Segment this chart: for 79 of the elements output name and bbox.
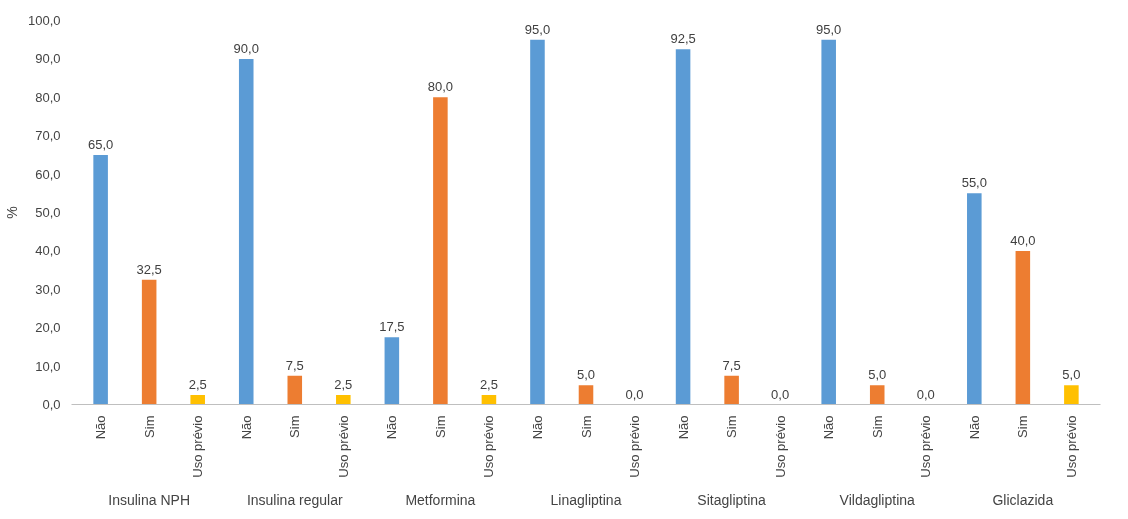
x-tick-label: Não <box>384 415 400 440</box>
x-tick-label: Sim <box>432 415 448 438</box>
bar <box>481 394 497 405</box>
data-label: 92,5 <box>670 31 696 47</box>
x-tick-label: Sim <box>141 415 157 438</box>
y-tick-label: 20,0 <box>35 320 61 336</box>
x-tick-label: Não <box>529 415 545 440</box>
text: Metformina <box>405 491 476 508</box>
y-tick-label: 90,0 <box>35 51 61 67</box>
bar <box>530 39 545 405</box>
bar <box>190 394 205 405</box>
bar <box>821 39 836 405</box>
text: Vildagliptina <box>839 491 916 508</box>
bar <box>724 375 739 405</box>
data-label: 55,0 <box>961 175 987 191</box>
x-tick-label: Não <box>821 415 837 440</box>
data-label: 95,0 <box>524 21 551 37</box>
bar <box>1064 385 1079 405</box>
bar <box>336 394 351 405</box>
text: Gliclazida <box>992 491 1054 508</box>
bar <box>93 154 108 405</box>
x-tick-label: Sim <box>1015 415 1031 438</box>
x-tick-label: Não <box>675 415 691 440</box>
x-tick-label: Uso prévio <box>335 415 351 478</box>
bar <box>578 385 594 405</box>
text: Insulina NPH <box>108 491 191 508</box>
x-tick-label: Sim <box>724 415 740 438</box>
text: Sitagliptina <box>697 491 767 508</box>
bar <box>287 375 303 405</box>
y-tick-label: 80,0 <box>35 89 61 105</box>
data-label: 5,0 <box>1062 367 1081 383</box>
bar <box>1015 250 1031 405</box>
y-tick-label: 40,0 <box>35 243 61 259</box>
y-axis-title: % <box>3 206 20 219</box>
data-label: 65,0 <box>87 136 114 152</box>
y-tick-label: 70,0 <box>35 128 61 144</box>
data-label: 0,0 <box>771 386 790 402</box>
data-label: 32,5 <box>136 261 162 277</box>
y-tick-label: 10,0 <box>35 358 61 374</box>
data-label: 7,5 <box>285 357 304 373</box>
y-tick-label: 100,0 <box>27 13 61 28</box>
data-label: 90,0 <box>233 40 259 56</box>
data-label: 17,5 <box>379 319 405 335</box>
data-label: 5,0 <box>868 367 887 383</box>
data-label: 2,5 <box>188 376 207 392</box>
x-tick-label: Uso prévio <box>190 415 206 478</box>
bar <box>675 49 691 405</box>
y-tick-label: 50,0 <box>35 205 61 220</box>
bar <box>433 97 448 405</box>
bar <box>141 279 157 405</box>
bar <box>384 337 400 405</box>
data-label: 80,0 <box>427 79 454 95</box>
x-tick-label: Sim <box>578 415 594 438</box>
x-tick-label: Uso prévio <box>1063 415 1079 478</box>
bar <box>238 58 254 405</box>
x-tick-label: Não <box>238 415 254 440</box>
data-label: 2,5 <box>334 376 353 392</box>
x-tick-label: Sim <box>869 415 885 438</box>
data-label: 0,0 <box>916 386 935 402</box>
y-tick-label: 0,0 <box>42 397 61 412</box>
data-label: 5,0 <box>576 367 596 383</box>
data-label: 95,0 <box>816 21 842 37</box>
data-label: 40,0 <box>1010 232 1036 248</box>
bar <box>869 385 885 405</box>
x-tick-label: Uso prévio <box>627 415 643 478</box>
data-label: 0,0 <box>625 386 644 402</box>
text: Insulina regular <box>246 491 343 508</box>
x-tick-label: Uso prévio <box>918 415 934 478</box>
bar <box>967 193 982 405</box>
x-tick-label: Sim <box>287 415 303 438</box>
x-tick-label: Uso prévio <box>481 415 497 478</box>
text: Linagliptina <box>550 491 622 508</box>
x-tick-label: Não <box>966 415 982 440</box>
x-tick-label: Não <box>93 415 109 440</box>
y-tick-label: 60,0 <box>35 166 61 182</box>
data-label: 2,5 <box>479 376 498 392</box>
data-label: 7,5 <box>722 357 741 373</box>
x-tick-label: Uso prévio <box>772 415 788 478</box>
y-tick-label: 30,0 <box>35 281 61 297</box>
